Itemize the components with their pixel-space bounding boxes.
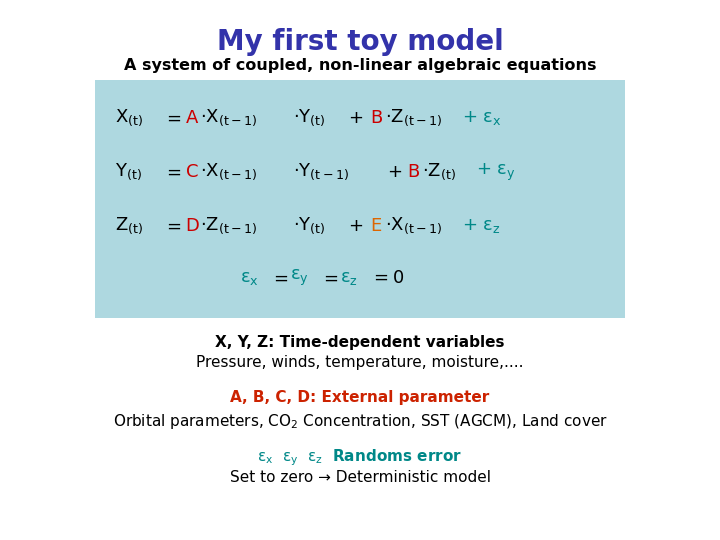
Text: $\mathsf{D}$: $\mathsf{D}$ <box>185 217 199 235</box>
Text: X, Y, Z: Time-dependent variables: X, Y, Z: Time-dependent variables <box>215 335 505 350</box>
Text: $\mathsf{\varepsilon_z}$: $\mathsf{\varepsilon_z}$ <box>340 269 358 287</box>
Text: $\mathsf{A}$: $\mathsf{A}$ <box>185 109 199 127</box>
Text: $\mathsf{\cdot Y_{(t)}}$: $\mathsf{\cdot Y_{(t)}}$ <box>293 107 325 129</box>
Text: $\mathsf{B}$: $\mathsf{B}$ <box>370 109 383 127</box>
Text: A, B, C, D: External parameter: A, B, C, D: External parameter <box>230 390 490 405</box>
Text: $\mathsf{\cdot X_{(t-1)}}$: $\mathsf{\cdot X_{(t-1)}}$ <box>200 161 257 183</box>
Text: A system of coupled, non-linear algebraic equations: A system of coupled, non-linear algebrai… <box>124 58 596 73</box>
Text: Orbital parameters, CO$_2$ Concentration, SST (AGCM), Land cover: Orbital parameters, CO$_2$ Concentration… <box>112 412 608 431</box>
Text: $\mathsf{+ \ \varepsilon_z}$: $\mathsf{+ \ \varepsilon_z}$ <box>462 217 501 235</box>
Text: $\mathsf{+ \ \varepsilon_y}$: $\mathsf{+ \ \varepsilon_y}$ <box>476 161 516 183</box>
Text: $\mathsf{Z_{(t)}}$: $\mathsf{Z_{(t)}}$ <box>115 215 143 237</box>
Text: $\mathsf{\cdot Y_{(t-1)}}$: $\mathsf{\cdot Y_{(t-1)}}$ <box>293 161 349 183</box>
FancyBboxPatch shape <box>95 80 625 318</box>
Text: $\mathsf{= }$: $\mathsf{= }$ <box>163 109 181 127</box>
Text: $\mathsf{\cdot Y_{(t)}}$: $\mathsf{\cdot Y_{(t)}}$ <box>293 215 325 237</box>
Text: $\mathsf{\cdot Z_{(t)}}$: $\mathsf{\cdot Z_{(t)}}$ <box>422 161 456 183</box>
Text: $\mathsf{B}$: $\mathsf{B}$ <box>407 163 420 181</box>
Text: Pressure, winds, temperature, moisture,....: Pressure, winds, temperature, moisture,.… <box>197 355 523 370</box>
Text: $\mathsf{\varepsilon_x \ \ \varepsilon_y \ \ \varepsilon_z}$  Randoms error: $\mathsf{\varepsilon_x \ \ \varepsilon_y… <box>258 447 462 468</box>
Text: Set to zero → Deterministic model: Set to zero → Deterministic model <box>230 470 490 485</box>
Text: $\mathsf{X_{(t)}}$: $\mathsf{X_{(t)}}$ <box>115 107 143 129</box>
Text: $\mathsf{Y_{(t)}}$: $\mathsf{Y_{(t)}}$ <box>115 161 142 183</box>
Text: $\mathsf{= 0}$: $\mathsf{= 0}$ <box>370 269 404 287</box>
Text: $\mathsf{+ }$: $\mathsf{+ }$ <box>348 109 363 127</box>
Text: $\mathsf{\cdot Z_{(t-1)}}$: $\mathsf{\cdot Z_{(t-1)}}$ <box>200 215 257 237</box>
Text: $\mathsf{= }$: $\mathsf{= }$ <box>163 163 181 181</box>
Text: $\mathsf{+ \ \varepsilon_x}$: $\mathsf{+ \ \varepsilon_x}$ <box>462 109 502 127</box>
Text: $\mathsf{\cdot X_{(t-1)}}$: $\mathsf{\cdot X_{(t-1)}}$ <box>385 215 442 237</box>
Text: $\mathsf{= }$: $\mathsf{= }$ <box>163 217 181 235</box>
Text: $\mathsf{\cdot X_{(t-1)}}$: $\mathsf{\cdot X_{(t-1)}}$ <box>200 107 257 129</box>
Text: My first toy model: My first toy model <box>217 28 503 56</box>
Text: $\mathsf{\varepsilon_y}$: $\mathsf{\varepsilon_y}$ <box>290 268 309 288</box>
Text: $\mathsf{+ }$: $\mathsf{+ }$ <box>348 217 363 235</box>
Text: $\mathsf{\varepsilon_x}$: $\mathsf{\varepsilon_x}$ <box>240 269 259 287</box>
Text: $\mathsf{\cdot Z_{(t-1)}}$: $\mathsf{\cdot Z_{(t-1)}}$ <box>385 107 442 129</box>
Text: $\mathsf{+ }$: $\mathsf{+ }$ <box>387 163 402 181</box>
Text: $\mathsf{E}$: $\mathsf{E}$ <box>370 217 382 235</box>
Text: $\mathsf{=}$: $\mathsf{=}$ <box>270 269 289 287</box>
Text: $\mathsf{=}$: $\mathsf{=}$ <box>320 269 338 287</box>
Text: $\mathsf{C}$: $\mathsf{C}$ <box>185 163 199 181</box>
